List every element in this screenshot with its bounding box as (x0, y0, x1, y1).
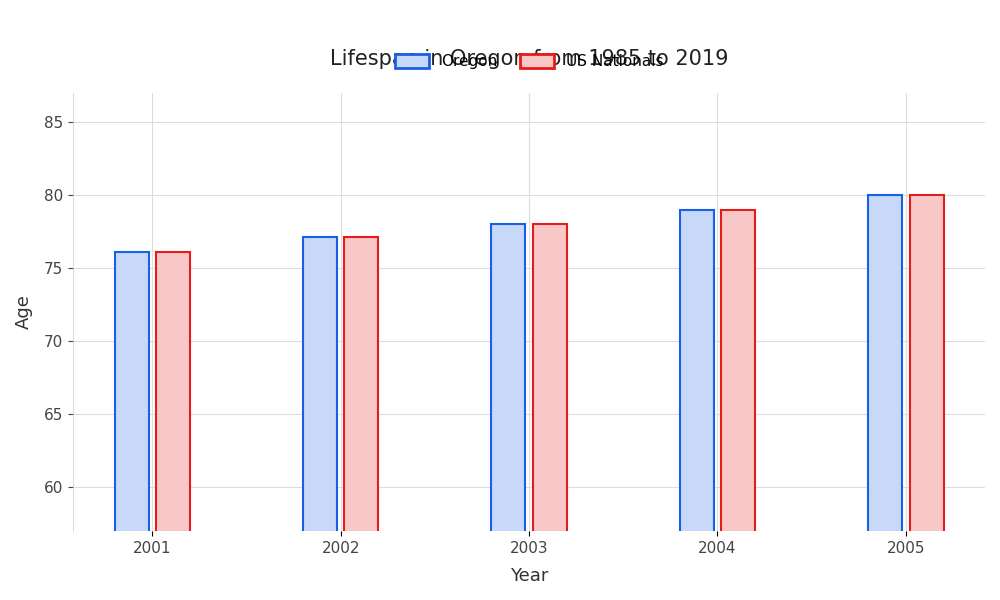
Bar (491, 224, 525, 600)
Bar (868, 195, 902, 600)
Y-axis label: Age: Age (15, 295, 33, 329)
Title: Lifespan in Oregon from 1985 to 2019: Lifespan in Oregon from 1985 to 2019 (330, 49, 728, 69)
Legend: Oregon, US Nationals: Oregon, US Nationals (389, 48, 669, 75)
Bar (910, 195, 944, 600)
Bar (115, 252, 149, 600)
X-axis label: Year: Year (510, 567, 548, 585)
Bar (533, 224, 567, 600)
Bar (721, 209, 755, 600)
Bar (680, 209, 714, 600)
Bar (303, 238, 337, 600)
Bar (156, 252, 190, 600)
Bar (344, 238, 378, 600)
